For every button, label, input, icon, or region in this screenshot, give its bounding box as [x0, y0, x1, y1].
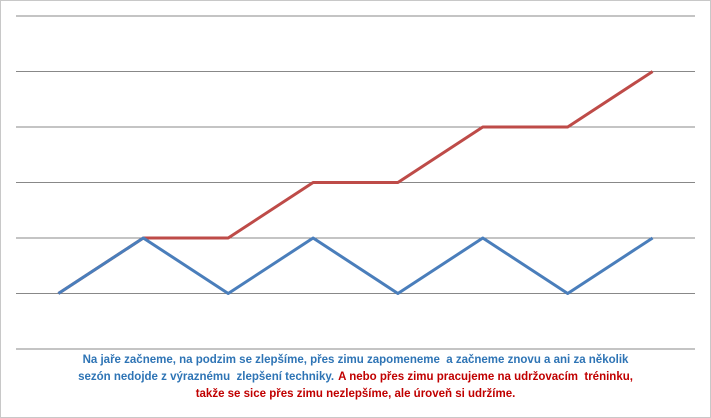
caption-text: sezón nedojde z výraznému zlepšení techn… [78, 371, 335, 383]
caption: Na jaře začneme, na podzim se zlepšíme, … [1, 352, 710, 403]
caption-line: takže se sice přes zimu nezlepšíme, ale … [1, 386, 710, 403]
series-line [57, 70, 654, 295]
series-line [57, 236, 654, 295]
caption-line: sezón nedojde z výraznému zlepšení techn… [1, 369, 710, 386]
caption-text: takže se sice přes zimu nezlepšíme, ale … [195, 388, 516, 400]
caption-text: Na jaře začneme, na podzim se zlepšíme, … [82, 354, 629, 366]
caption-line: Na jaře začneme, na podzim se zlepšíme, … [1, 352, 710, 369]
caption-text: A nebo přes zimu pracujeme na udržovacím… [338, 371, 633, 383]
